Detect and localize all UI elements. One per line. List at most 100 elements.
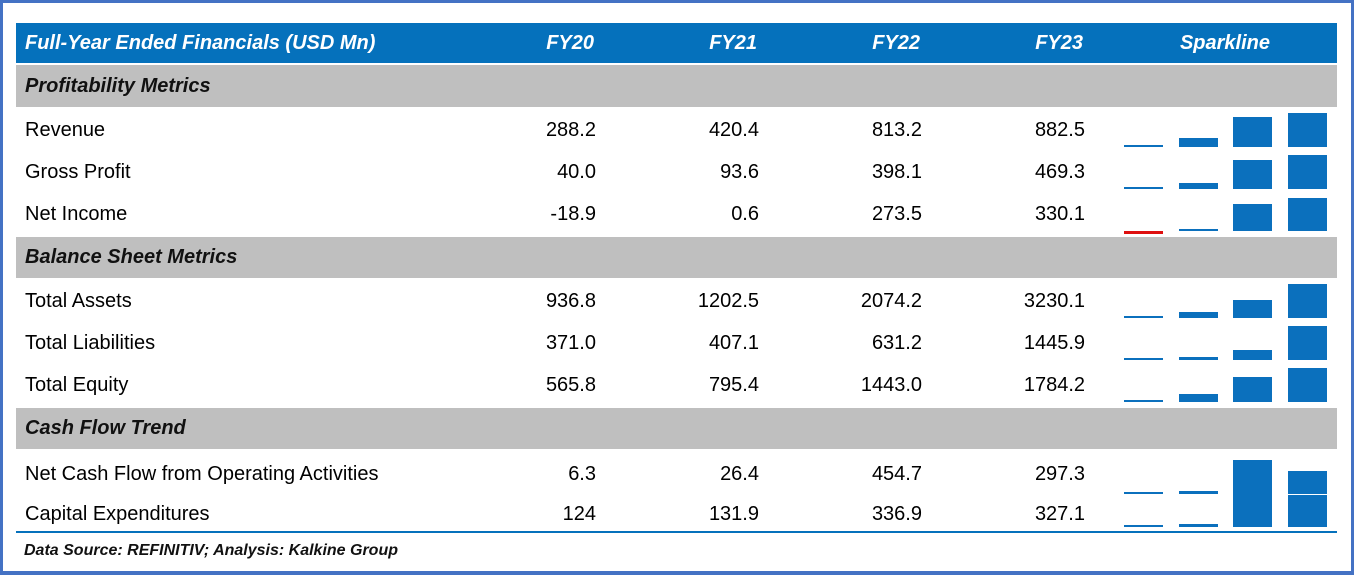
sparkline-bar-fy21: [1178, 394, 1218, 402]
sparkline-cell: [1113, 280, 1337, 322]
value-cell-fy23: 469.3: [1034, 160, 1085, 183]
sparkline-bar-fy22: [1233, 203, 1273, 231]
sparkline-chart: [1124, 325, 1328, 360]
sparkline-bar-fy21: [1178, 183, 1218, 189]
col-header-sparkline: Sparkline: [1179, 31, 1271, 54]
sparkline-chart: [1124, 367, 1328, 402]
row-label: Net Cash Flow from Operating Activities: [25, 463, 379, 485]
value-cell-fy21: 26.4: [720, 463, 759, 485]
table-row-net-cash-flow-from-operating-activities: Net Cash Flow from Operating Activities 6…: [16, 451, 1337, 498]
sparkline-chart: [1124, 196, 1328, 234]
sparkline-cell: [1113, 493, 1337, 531]
footer-divider: [16, 531, 1337, 533]
section-heading-profitability-metrics: Profitability Metrics: [16, 63, 1337, 109]
sparkline-bar-fy20: [1124, 145, 1163, 147]
value-cell-fy23: 330.1: [1034, 202, 1085, 225]
value-cell-fy21: 93.6: [720, 160, 759, 183]
value-cell-fy23: 1445.9: [1023, 331, 1085, 354]
table-row-revenue: Revenue 288.2 420.4 813.2 882.5: [16, 109, 1337, 151]
value-cell-fy23: 882.5: [1034, 118, 1085, 141]
row-label: Gross Profit: [25, 160, 131, 183]
sparkline-cell: [1113, 109, 1337, 151]
value-cell-fy22: 273.5: [871, 202, 922, 225]
sparkline-chart: [1124, 459, 1328, 494]
row-label: Capital Expenditures: [25, 503, 210, 525]
sparkline-bar-fy20: [1124, 187, 1163, 189]
sparkline-bar-fy21: [1178, 312, 1218, 318]
value-cell-fy22: 398.1: [871, 160, 922, 183]
sparkline-bar-fy22: [1233, 493, 1273, 527]
sparkline-bar-fy22: [1233, 377, 1273, 402]
row-label: Total Liabilities: [25, 331, 156, 354]
sparkline-bar-fy20: [1124, 492, 1163, 494]
row-label: Total Assets: [25, 289, 132, 312]
table-row-gross-profit: Gross Profit 40.0 93.6 398.1 469.3: [16, 151, 1337, 193]
sparkline-bar-fy21: [1178, 356, 1218, 360]
sparkline-cell: [1113, 364, 1337, 406]
value-cell-fy20: 936.8: [545, 289, 596, 312]
value-cell-fy20: 371.0: [545, 331, 596, 354]
table-header-row: Full-Year Ended Financials (USD Mn) FY20…: [16, 23, 1337, 63]
sparkline-bar-fy23: [1288, 284, 1328, 318]
table-title: Full-Year Ended Financials (USD Mn): [25, 31, 376, 54]
sparkline-cell: [1113, 451, 1337, 498]
value-cell-fy23: 1784.2: [1023, 373, 1085, 396]
sparkline-bar-fy20: [1124, 231, 1163, 234]
sparkline-bar-fy20: [1124, 525, 1163, 527]
value-cell-fy21: 795.4: [708, 373, 759, 396]
financials-table: Full-Year Ended Financials (USD Mn) FY20…: [16, 23, 1337, 560]
sparkline-bar-fy21: [1178, 229, 1218, 231]
table-row-capital-expenditures: Capital Expenditures 124 131.9 336.9 327.1: [16, 493, 1337, 531]
sparkline-cell: [1113, 193, 1337, 235]
value-cell-fy21: 131.9: [708, 503, 759, 525]
sparkline-chart: [1124, 154, 1328, 189]
value-cell-fy20: 288.2: [545, 118, 596, 141]
value-cell-fy21: 0.6: [731, 202, 759, 225]
table-row-total-assets: Total Assets 936.8 1202.5 2074.2 3230.1: [16, 280, 1337, 322]
sparkline-chart: [1124, 283, 1328, 318]
col-header-fy23: FY23: [1035, 31, 1083, 54]
value-cell-fy20: 565.8: [545, 373, 596, 396]
value-cell-fy23: 297.3: [1034, 463, 1085, 485]
sparkline-bar-fy20: [1124, 316, 1163, 318]
value-cell-fy21: 407.1: [708, 331, 759, 354]
col-header-fy21: FY21: [709, 31, 757, 54]
section-heading-cash-flow-trend: Cash Flow Trend: [16, 406, 1337, 451]
value-cell-fy22: 1443.0: [860, 373, 922, 396]
table-body: Profitability Metrics Revenue 288.2 420.4 81…: [16, 63, 1337, 531]
value-cell-fy22: 454.7: [871, 463, 922, 485]
sparkline-bar-fy20: [1124, 400, 1163, 402]
sparkline-bar-fy21: [1178, 137, 1218, 147]
value-cell-fy23: 3230.1: [1023, 289, 1085, 312]
table-row-net-income: Net Income -18.9 0.6 273.5 330.1: [16, 193, 1337, 235]
sparkline-bar-fy23: [1288, 197, 1328, 231]
sparkline-bar-fy22: [1233, 116, 1273, 147]
section-heading-balance-sheet-metrics: Balance Sheet Metrics: [16, 235, 1337, 280]
value-cell-fy20: 6.3: [568, 463, 596, 485]
value-cell-fy20: -18.9: [550, 202, 596, 225]
sparkline-bar-fy21: [1178, 523, 1218, 527]
value-cell-fy21: 1202.5: [697, 289, 759, 312]
sparkline-bar-fy23: [1288, 368, 1328, 402]
col-header-fy22: FY22: [872, 31, 920, 54]
sparkline-bar-fy21: [1178, 490, 1218, 494]
sparkline-cell: [1113, 322, 1337, 364]
value-cell-fy22: 336.9: [871, 503, 922, 525]
value-cell-fy22: 2074.2: [860, 289, 922, 312]
table-row-total-liabilities: Total Liabilities 371.0 407.1 631.2 1445.9: [16, 322, 1337, 364]
value-cell-fy23: 327.1: [1034, 503, 1085, 525]
value-cell-fy20: 124: [562, 503, 596, 525]
sparkline-bar-fy22: [1233, 350, 1273, 360]
sparkline-cell: [1113, 151, 1337, 193]
col-header-fy20: FY20: [546, 31, 594, 54]
row-label: Net Income: [25, 202, 128, 225]
sparkline-bar-fy23: [1288, 494, 1328, 527]
data-source-note: Data Source: REFINITIV; Analysis: Kalkin…: [24, 542, 398, 559]
sparkline-bar-fy22: [1233, 160, 1273, 189]
sparkline-bar-fy20: [1124, 358, 1163, 360]
sparkline-bar-fy23: [1288, 471, 1328, 494]
sparkline-bar-fy22: [1233, 300, 1273, 318]
value-cell-fy21: 420.4: [708, 118, 759, 141]
value-cell-fy20: 40.0: [557, 160, 596, 183]
